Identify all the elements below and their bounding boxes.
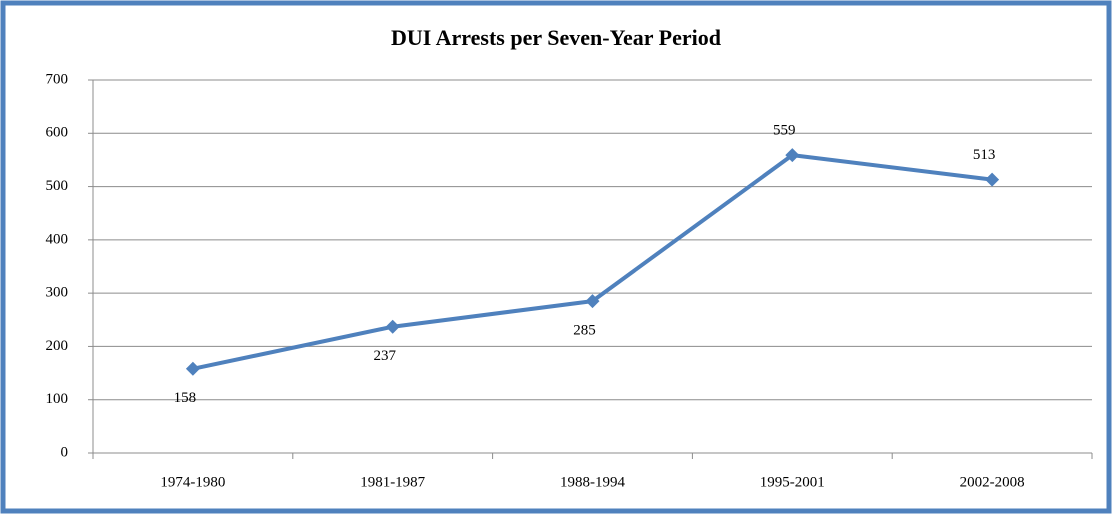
data-label: 158 [174, 390, 197, 406]
data-point [185, 361, 200, 376]
data-point [785, 148, 800, 163]
x-tick-label: 1981-1987 [360, 474, 425, 490]
data-label: 237 [373, 348, 396, 364]
x-tick-label: 1974-1980 [160, 474, 225, 490]
data-point [585, 294, 600, 309]
y-tick-label: 100 [46, 391, 69, 407]
y-tick-label: 500 [46, 178, 69, 194]
data-label: 513 [973, 147, 996, 163]
y-tick-label: 400 [46, 231, 69, 247]
data-label: 559 [773, 123, 796, 139]
y-tick-label: 0 [61, 444, 69, 460]
data-point [385, 319, 400, 334]
y-tick-label: 300 [46, 285, 69, 301]
y-tick-label: 600 [46, 125, 69, 141]
x-tick-label: 1995-2001 [760, 474, 825, 490]
chart-title: DUI Arrests per Seven-Year Period [391, 25, 721, 50]
data-point [985, 172, 1000, 187]
data-label: 285 [573, 323, 596, 339]
x-tick-label: 1988-1994 [560, 474, 625, 490]
y-tick-label: 700 [46, 71, 69, 87]
x-tick-label: 2002-2008 [960, 474, 1025, 490]
y-tick-label: 200 [46, 338, 69, 354]
